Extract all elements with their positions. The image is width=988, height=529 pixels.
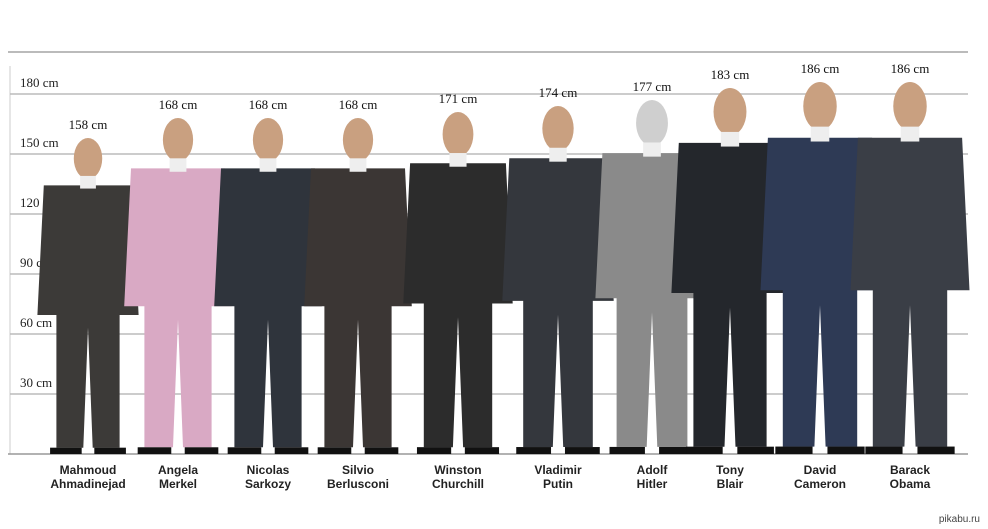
- head: [162, 118, 194, 162]
- head: [342, 118, 374, 162]
- shoe: [686, 446, 723, 454]
- shoe: [609, 446, 645, 454]
- y-tick-label: 30 cm: [20, 375, 52, 390]
- y-tick-label: 60 cm: [20, 315, 52, 330]
- person-body: [37, 185, 139, 448]
- person-name: Mahmoud Ahmadinejad: [50, 463, 126, 491]
- person-name: David Cameron: [793, 463, 847, 491]
- head: [636, 100, 668, 147]
- person-body: [403, 163, 513, 448]
- neck: [169, 158, 187, 172]
- shoe: [137, 447, 172, 454]
- neck: [80, 175, 96, 189]
- neck: [720, 131, 740, 147]
- value-label: 186 cm: [801, 61, 840, 76]
- value-label: 171 cm: [439, 91, 478, 106]
- person-name: Adolf Hitler: [636, 463, 668, 491]
- value-label: 186 cm: [891, 61, 930, 76]
- watermark: pikabu.ru: [938, 514, 980, 525]
- shoe: [317, 447, 352, 454]
- person-body: [124, 168, 232, 448]
- neck: [259, 158, 277, 172]
- person-name: Angela Merkel: [157, 463, 199, 491]
- value-label: 174 cm: [539, 85, 578, 100]
- head: [713, 88, 747, 136]
- head: [73, 138, 103, 180]
- value-label: 168 cm: [339, 97, 378, 112]
- person-name: Silvio Berlusconi: [326, 463, 390, 491]
- person-body: [850, 137, 970, 447]
- neck: [810, 126, 830, 142]
- neck: [349, 158, 367, 172]
- shoe: [416, 447, 452, 454]
- shoe: [50, 447, 82, 454]
- shoe: [516, 447, 552, 454]
- shoe: [827, 446, 865, 454]
- neck: [449, 153, 467, 167]
- shoe: [737, 446, 774, 454]
- neck: [549, 147, 567, 162]
- shoe: [94, 447, 126, 454]
- neck: [900, 126, 920, 142]
- person-name: Nicolas Sarkozy: [244, 463, 292, 491]
- shoe: [564, 447, 600, 454]
- person-name: Tony Blair: [716, 463, 744, 491]
- person-name: Winston Churchill: [432, 463, 485, 491]
- person-body: [304, 168, 412, 448]
- head: [252, 118, 284, 162]
- shoe: [775, 446, 813, 454]
- shoe: [917, 446, 955, 454]
- person-body: [760, 137, 880, 447]
- y-tick-label: 180 cm: [20, 75, 59, 90]
- shoe: [865, 446, 903, 454]
- shoe: [274, 447, 309, 454]
- person-body: [214, 168, 322, 448]
- shoe: [227, 447, 262, 454]
- neck: [643, 142, 661, 157]
- value-label: 177 cm: [633, 79, 672, 94]
- value-label: 168 cm: [159, 97, 198, 112]
- shoe: [364, 447, 399, 454]
- shoe: [659, 446, 695, 454]
- value-label: 158 cm: [69, 117, 108, 132]
- value-label: 183 cm: [711, 67, 750, 82]
- head: [803, 82, 837, 131]
- person-body: [502, 158, 614, 447]
- y-tick-label: 150 cm: [20, 135, 59, 150]
- head: [442, 112, 474, 157]
- person-name: Barack Obama: [889, 463, 931, 491]
- value-label: 168 cm: [249, 97, 288, 112]
- shoe: [464, 447, 500, 454]
- head: [542, 105, 574, 152]
- head: [893, 82, 927, 131]
- person-body: [671, 142, 789, 447]
- shoe: [184, 447, 219, 454]
- person-name: Vladimir Putin: [534, 463, 582, 491]
